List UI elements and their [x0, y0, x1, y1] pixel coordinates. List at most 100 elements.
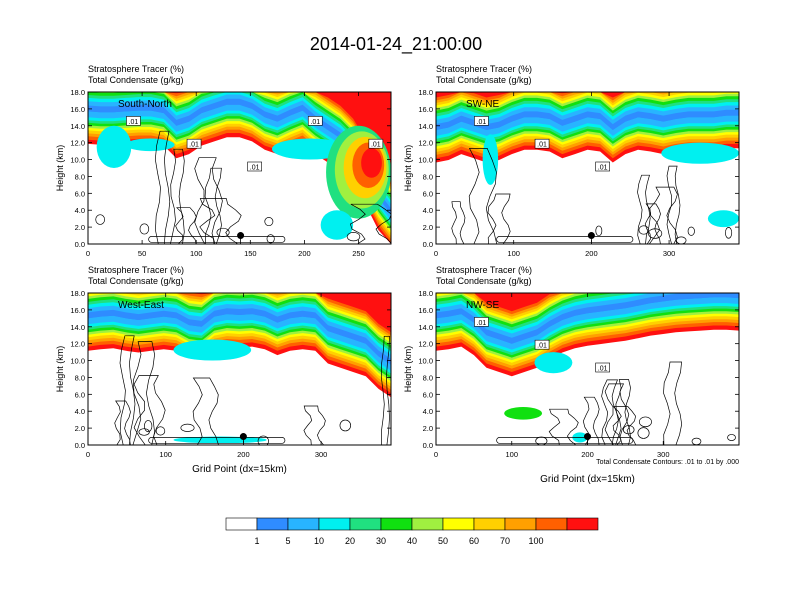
x-tick-label: 200	[585, 249, 598, 258]
contour-label-box	[595, 362, 610, 373]
panel-south-north: Stratosphere Tracer (%)Total Condensate …	[55, 64, 392, 258]
y-tick-label: 18.0	[70, 289, 85, 298]
colorbar-swatch	[256, 517, 289, 531]
x-tick-label: 250	[352, 249, 365, 258]
y-tick-label: 0.0	[75, 441, 85, 450]
x-tick-label: 50	[138, 249, 146, 258]
cross-section-label: West-East	[118, 300, 164, 311]
y-tick-label: 14.0	[70, 122, 85, 131]
colorbar-swatch	[504, 517, 537, 531]
colorbar-label: 30	[376, 536, 386, 546]
panel-sw-ne: Stratosphere Tracer (%)Total Condensate …	[403, 64, 740, 258]
panel-west-east: Stratosphere Tracer (%)Total Condensate …	[55, 265, 392, 475]
colorbar-swatch	[287, 517, 320, 531]
condensate-contour	[204, 167, 222, 244]
x-tick-label: 300	[657, 450, 670, 459]
condensate-contour	[622, 425, 635, 435]
condensate-contour	[264, 216, 274, 227]
colorbar-label: 40	[407, 536, 417, 546]
condensate-contour	[170, 148, 185, 244]
y-tick-label: 0.0	[423, 441, 433, 450]
contour-label-box	[307, 116, 323, 126]
contour-label-box	[186, 138, 202, 149]
condensate-contour	[119, 335, 136, 445]
condensate-contour	[601, 379, 619, 445]
variable-label: Stratosphere Tracer (%)	[436, 64, 532, 74]
colorbar-label: 20	[345, 536, 355, 546]
contour-label: .01	[598, 366, 608, 373]
tracer-blob	[534, 352, 573, 374]
y-tick-label: 2.0	[75, 223, 85, 232]
contour-label: .01	[477, 119, 487, 126]
condensate-contour	[192, 377, 219, 445]
y-tick-label: 8.0	[423, 172, 433, 181]
y-tick-label: 6.0	[75, 390, 85, 399]
y-axis-label: Height (km)	[403, 346, 413, 393]
x-tick-label: 200	[237, 450, 250, 459]
contour-label: .01	[477, 320, 487, 327]
condensate-contour	[663, 361, 683, 445]
condensate-contour	[648, 186, 678, 244]
contour-label-box	[474, 116, 489, 126]
variable-label: Total Condensate (g/kg)	[88, 276, 184, 286]
y-tick-label: 10.0	[418, 156, 433, 165]
condensate-contour	[496, 437, 634, 444]
plot-area: .01 .01 .01	[436, 293, 739, 445]
tracer-band	[88, 293, 391, 359]
tracer-blob	[707, 210, 739, 228]
condensate-contour	[487, 193, 511, 244]
y-tick-label: 16.0	[418, 105, 433, 114]
contour-label: .01	[598, 165, 608, 172]
condensate-contour	[638, 416, 652, 428]
condensate-contour	[727, 434, 736, 441]
condensate-contour	[638, 225, 649, 235]
variable-label: Total Condensate (g/kg)	[436, 276, 532, 286]
condensate-contour	[666, 165, 681, 244]
condensate-contour	[582, 396, 600, 445]
contour-label: .01	[250, 165, 260, 172]
y-tick-label: 8.0	[423, 373, 433, 382]
condensate-contour	[644, 203, 661, 244]
x-tick-label: 200	[581, 450, 594, 459]
variable-label: Stratosphere Tracer (%)	[88, 64, 184, 74]
tracer-blob	[173, 339, 252, 361]
x-tick-label: 0	[86, 249, 90, 258]
x-tick-label: 100	[505, 450, 518, 459]
colorbar-swatch	[380, 517, 413, 531]
y-tick-label: 8.0	[75, 373, 85, 382]
condensate-contour	[154, 130, 171, 244]
condensate-contour	[637, 427, 650, 439]
y-tick-label: 12.0	[70, 139, 85, 148]
contour-label: .01	[189, 142, 199, 149]
condensate-contour	[257, 435, 269, 445]
condensate-contour	[114, 400, 131, 445]
y-tick-label: 10.0	[70, 156, 85, 165]
tracer-blob	[482, 134, 499, 185]
condensate-contour	[612, 406, 637, 445]
contour-footnote: Total Condensate Contours: .01 to .01 by…	[596, 459, 739, 466]
y-axis-label: Height (km)	[55, 346, 65, 393]
contour-label-box	[534, 339, 550, 350]
y-tick-label: 4.0	[423, 407, 433, 416]
condensate-contour	[380, 335, 390, 445]
condensate-contour	[468, 148, 498, 244]
x-tick-label: 0	[434, 450, 438, 459]
colorbar-swatch	[566, 517, 599, 531]
tracer-blob	[125, 138, 175, 152]
condensate-contour	[180, 423, 195, 432]
x-tick-label: 0	[434, 249, 438, 258]
contour-label-box	[595, 161, 610, 172]
y-tick-label: 18.0	[70, 88, 85, 97]
plot-area: .01 .01 .01	[436, 92, 739, 244]
contour-label: .01	[129, 119, 139, 126]
condensate-contour	[615, 379, 631, 445]
condensate-contour	[133, 375, 166, 445]
colorbar: 1 5 10 20 30 40 50 60 70 100	[225, 517, 599, 546]
y-tick-label: 2.0	[423, 424, 433, 433]
condensate-contour	[595, 225, 603, 237]
condensate-contour	[637, 174, 651, 244]
colorbar-swatch	[318, 517, 351, 531]
contour-label: .01	[310, 119, 320, 126]
contour-label-box	[368, 138, 384, 149]
contour-label-box	[247, 161, 262, 172]
